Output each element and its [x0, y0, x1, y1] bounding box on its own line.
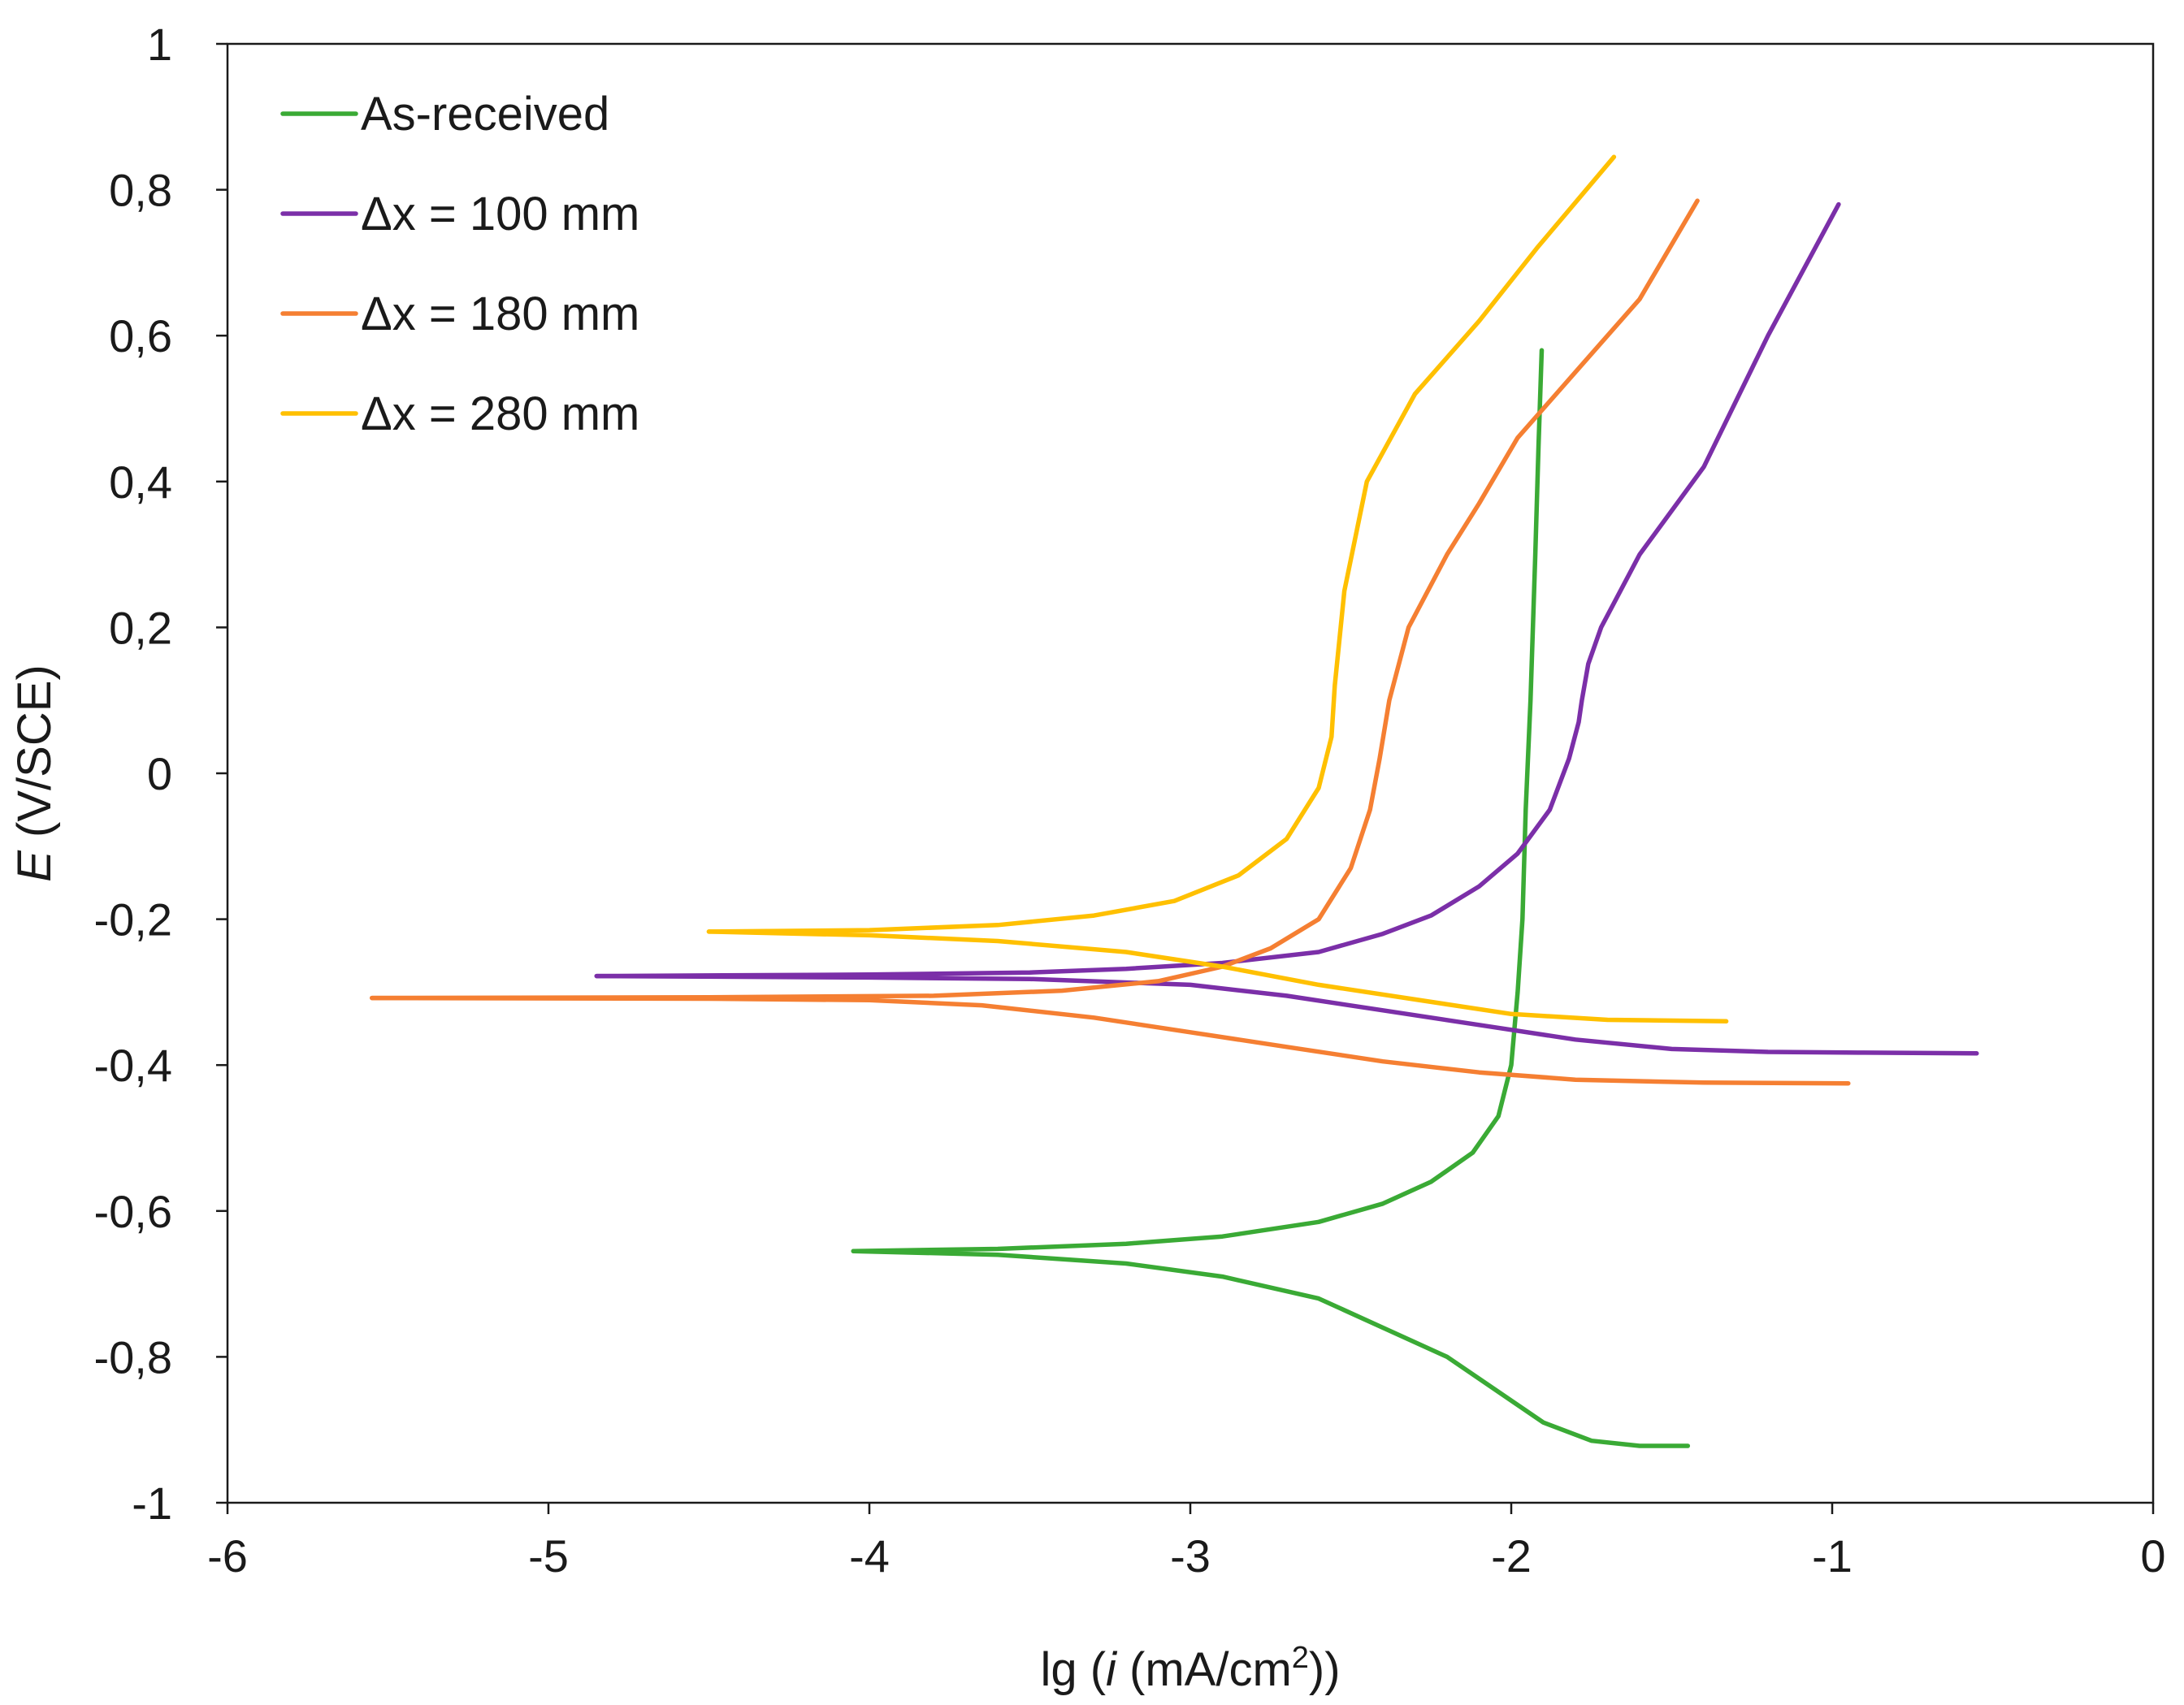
- series-2-cathodic-line: [370, 995, 1851, 1086]
- x-tick-label: -6: [207, 1530, 248, 1582]
- y-axis-title: E (V/SCE): [8, 664, 61, 882]
- x-tick-label: -1: [1812, 1530, 1852, 1582]
- x-axis-title: lg (i (mA/cm2)): [1040, 1641, 1340, 1696]
- legend-label: Δx = 180 mm: [361, 288, 639, 340]
- series-2-anodic-line: [370, 198, 1700, 1001]
- y-tick-label: -0,6: [94, 1186, 173, 1237]
- y-tick-label: 0,2: [109, 602, 172, 653]
- series-3-cathodic-line: [706, 929, 1729, 1024]
- series-3-anodic-line: [706, 154, 1617, 934]
- legend: As-received Δx = 100 mm Δx = 180 mm Δx = 28…: [280, 88, 639, 440]
- y-tick-label: -1: [132, 1478, 172, 1529]
- x-tick-label: 0: [2140, 1530, 2165, 1582]
- y-tick-label: 0,4: [109, 457, 172, 508]
- y-tick-label: -0,4: [94, 1040, 173, 1091]
- x-tick-label: -3: [1170, 1530, 1211, 1582]
- y-tick-label: 0,8: [109, 165, 172, 216]
- x-tick-label: -2: [1491, 1530, 1532, 1582]
- legend-label: Δx = 280 mm: [361, 387, 639, 440]
- x-tick-label: -4: [849, 1530, 890, 1582]
- series-lines: [370, 154, 1979, 1448]
- legend-label: As-received: [361, 88, 609, 141]
- y-tick-label: -0,2: [94, 894, 173, 946]
- legend-label: Δx = 100 mm: [361, 188, 639, 240]
- y-tick-label: 1: [147, 19, 172, 70]
- x-axis: -6 -5 -4 -3 -2 -1 0: [207, 1503, 2166, 1582]
- plot-frame: [226, 42, 2155, 1504]
- y-tick-label: 0,6: [109, 310, 172, 361]
- series-1-anodic-line: [594, 201, 1841, 979]
- series-0-cathodic-line: [851, 1248, 1691, 1448]
- y-tick-label: -0,8: [94, 1331, 173, 1383]
- y-axis: 1 0,8 0,6 0,4 0,2 0 -0,2 -0,4 -0,6 -0,8 -1: [94, 19, 228, 1529]
- series-1-cathodic-line: [594, 973, 1979, 1056]
- series-0-anodic-line: [851, 348, 1545, 1253]
- x-tick-label: -5: [528, 1530, 569, 1582]
- y-tick-label: 0: [147, 748, 172, 799]
